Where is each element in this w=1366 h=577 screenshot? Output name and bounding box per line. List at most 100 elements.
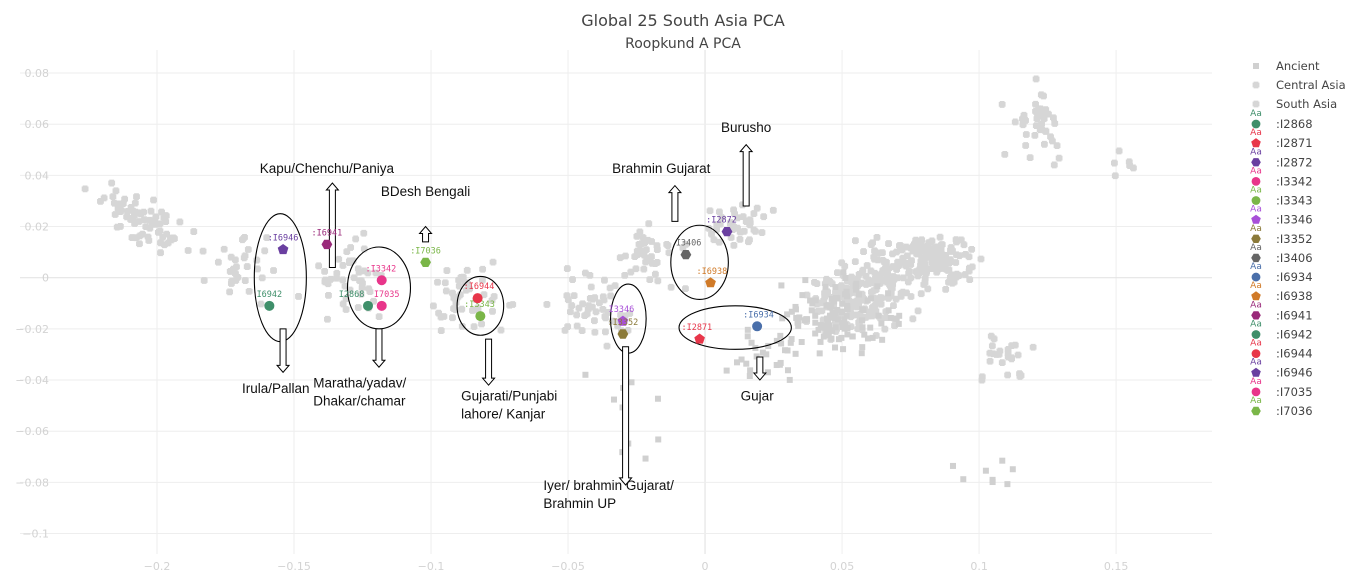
ancient-point (830, 310, 837, 317)
modern-point (543, 301, 551, 308)
legend-item-i7036[interactable]: Aa:I7036 (1250, 396, 1312, 418)
sample-point-i7036[interactable]: :I7036 (410, 246, 441, 267)
legend-item-south-asia[interactable]: South Asia (1252, 97, 1338, 111)
modern-point (586, 294, 594, 302)
sample-point-i3342[interactable]: :I3342 (366, 264, 397, 286)
sample-point-i3352[interactable]: :I3352 (607, 318, 638, 339)
modern-point (564, 296, 572, 304)
ancient-point (812, 297, 819, 304)
legend-item-i3352[interactable]: Aa:I3352 (1250, 224, 1312, 246)
sample-point-i3343[interactable]: :I3343 (464, 300, 495, 322)
sample-point-i6934[interactable]: :I6934 (743, 310, 774, 332)
ancient-point (840, 269, 847, 276)
sample-point-i2872[interactable]: :I2872 (706, 216, 737, 237)
sample-point-i3406[interactable]: I3406 (676, 239, 702, 260)
legend-item-i6941[interactable]: Aa:I6941 (1250, 300, 1312, 322)
modern-point (1130, 164, 1137, 172)
modern-point (862, 281, 870, 288)
ancient-point (858, 350, 865, 357)
legend-item-i6946[interactable]: Aa:I6946 (1250, 358, 1312, 380)
sample-point-i2871[interactable]: :I2871 (681, 323, 712, 344)
ancient-point (799, 292, 806, 299)
sample-point-i6941[interactable]: :I6941 (312, 228, 343, 250)
modern-point (913, 245, 921, 253)
modern-point (1011, 341, 1019, 349)
modern-point (569, 276, 576, 283)
sample-point-i6944[interactable]: :I6944 (464, 282, 495, 304)
sample-point-i6938[interactable]: :I6938 (697, 267, 728, 288)
legend-item-i6934[interactable]: Aa:I6934 (1250, 262, 1312, 284)
legend-item-i6942[interactable]: Aa:I6942 (1250, 319, 1312, 341)
modern-point (879, 249, 886, 257)
legend-item-i7035[interactable]: Aa:I7035 (1250, 377, 1312, 399)
legend-item-i6938[interactable]: Aa:I6938 (1250, 281, 1312, 303)
ancient-point (773, 337, 780, 344)
ancient-point (879, 336, 886, 343)
modern-point (957, 236, 965, 244)
modern-point (270, 267, 277, 274)
modern-point (364, 269, 372, 277)
legend[interactable]: Ancient Central Asia South Asia Aa:I2868 Aa:… (1250, 59, 1345, 418)
y-tick-label: −0.04 (15, 374, 49, 387)
modern-point (936, 233, 944, 241)
y-tick-label: 0.06 (25, 118, 50, 131)
legend-item-i2868[interactable]: Aa:I2868 (1250, 109, 1312, 131)
legend-label: :I3342 (1276, 174, 1313, 188)
legend-label: :I6938 (1276, 289, 1313, 303)
legend-item-i3342[interactable]: Aa:I3342 (1250, 166, 1312, 188)
modern-point (1022, 142, 1030, 149)
ancient-point (855, 291, 862, 298)
modern-point (909, 315, 917, 323)
legend-item-i2872[interactable]: Aa:I2872 (1250, 147, 1312, 169)
modern-point (339, 262, 347, 269)
modern-point (921, 275, 929, 282)
population-annotation: Irula/Pallan (242, 381, 310, 396)
modern-point (990, 335, 998, 343)
ancient-point (949, 462, 956, 469)
legend-item-i3406[interactable]: Aa:I3406 (1250, 243, 1312, 265)
population-annotation: Brahmin Gujarat (612, 161, 711, 176)
legend-item-i3346[interactable]: Aa:I3346 (1250, 205, 1312, 227)
sample-marker (617, 329, 629, 339)
modern-point (645, 220, 653, 228)
population-annotation: lahore/ Kanjar (461, 406, 546, 421)
legend-item-i3343[interactable]: Aa:I3343 (1250, 186, 1312, 208)
modern-point (599, 306, 607, 313)
ancient-point (792, 350, 799, 357)
legend-item-i6944[interactable]: Aa:I6944 (1250, 339, 1312, 361)
sample-points[interactable]: I2868 :I2871 :I2872 :I3342 :I3343 I3346:I3352… (257, 216, 774, 344)
sample-point-i6946[interactable]: :I6946 (268, 234, 299, 255)
x-tick-label: 0.05 (830, 560, 855, 573)
legend-label: :I7036 (1276, 404, 1313, 418)
ancient-point (822, 322, 829, 329)
legend-swatch (1252, 100, 1260, 108)
ancient-point (734, 359, 741, 366)
ancient-point (828, 335, 835, 342)
modern-point (429, 302, 437, 310)
ancient-point (838, 334, 845, 341)
modern-point (928, 237, 936, 245)
legend-item-ancient[interactable]: Ancient (1253, 59, 1320, 73)
sample-point-i2868[interactable]: I2868 (339, 290, 374, 311)
legend-swatch (1253, 63, 1259, 69)
modern-point (257, 300, 265, 308)
annotation-arrow (667, 184, 683, 222)
modern-point (509, 301, 517, 308)
legend-swatch (1252, 81, 1260, 89)
legend-item-central-asia[interactable]: Central Asia (1252, 78, 1346, 92)
modern-point (916, 269, 924, 277)
legend-item-i2871[interactable]: Aa:I2871 (1250, 128, 1312, 150)
modern-point (873, 233, 881, 241)
population-annotation: Maratha/yadav/ (313, 376, 406, 391)
sample-point-i7035[interactable]: I7035 (374, 290, 400, 311)
modern-point (489, 307, 496, 315)
sample-marker (721, 227, 733, 237)
modern-point (347, 244, 355, 251)
modern-point (834, 269, 841, 277)
modern-point (602, 328, 609, 336)
annotation-arrow (275, 328, 291, 374)
sample-point-i3346[interactable]: I3346 (609, 305, 635, 326)
modern-point (946, 256, 954, 264)
annotation-arrow (325, 182, 340, 268)
sample-point-i6942[interactable]: I6942 (257, 290, 283, 311)
